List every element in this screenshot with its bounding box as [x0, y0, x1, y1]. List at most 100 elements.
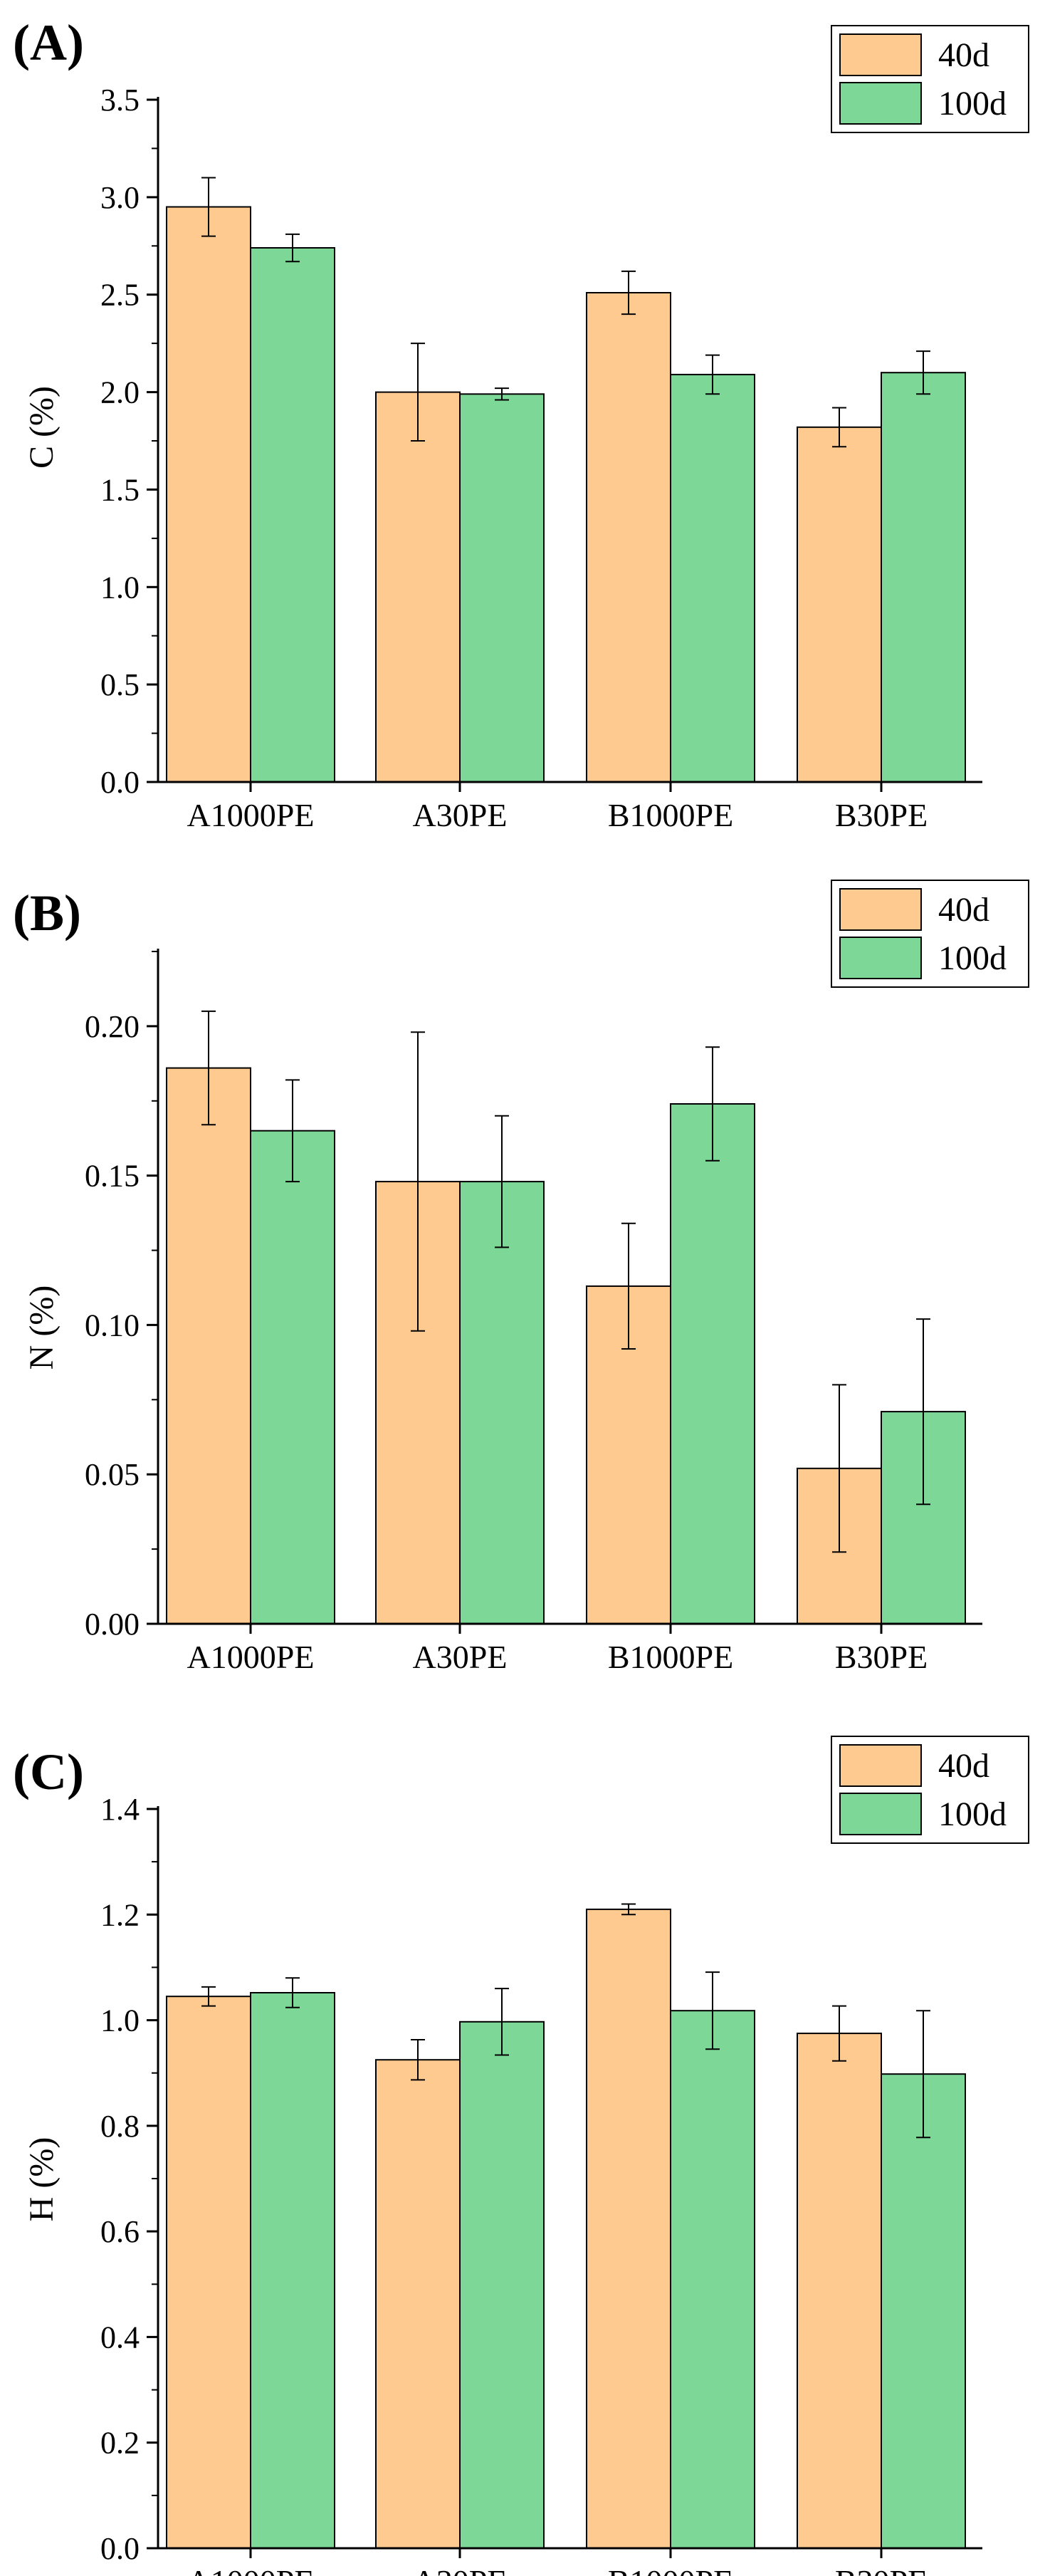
panel-c-y-tick-label: 1.4	[100, 1792, 140, 1827]
panel-a-errorbar-100d-b30pe	[916, 350, 930, 395]
panel-c-x-tick-label-a30pe: A30PE	[413, 2563, 508, 2576]
panel-c-plot: 0.0 0.2 0.4 0.6 0.8 1.0 1.2 1.4 A1000PE A30PE B100…	[100, 1792, 982, 2576]
panel-a-label: (A)	[13, 14, 84, 71]
panel-c-x-tick-label-b30pe: B30PE	[835, 2563, 928, 2576]
panel-a-y-axis-title: C (%)	[23, 386, 61, 469]
panel-a-y-tick-label: 2.5	[100, 278, 140, 313]
panel-a-bar-40d-a1000pe	[166, 206, 251, 783]
panel-c: (C) 40d 100d H (%) 0.0 0.2 0.4 0.6 0.8 1.0 1.2…	[13, 1736, 1029, 2576]
panel-a-bar-40d-b30pe	[797, 426, 882, 783]
panel-c-legend-label-100d: 100d	[938, 1795, 1007, 1833]
panel-a-legend-swatch-100d	[839, 82, 922, 125]
panel-b-legend-swatch-100d	[839, 937, 922, 979]
panel-c-y-axis-title: H (%)	[23, 2137, 61, 2222]
panel-c-bar-40d-a1000pe	[166, 1996, 251, 2549]
panel-c-legend-swatch-100d	[839, 1793, 922, 1835]
panel-b-plot: 0.00 0.05 0.10 0.15 0.20 A1000PE A30PE B1000PE B…	[85, 949, 982, 1675]
panel-b-y-tick-label: 0.00	[85, 1607, 140, 1642]
panel-c-bar-40d-a30pe	[375, 2059, 461, 2549]
panel-b-x-tick-label-a1000pe: A1000PE	[187, 1639, 315, 1675]
panel-b-errorbar-100d-b30pe	[916, 1318, 930, 1506]
panel-c-y-tick-label: 0.2	[100, 2426, 140, 2461]
panel-a-y-tick-label: 2.0	[100, 375, 140, 410]
panel-b-bar-100d-b1000pe	[670, 1103, 755, 1625]
panel-a-x-tick-label-a30pe: A30PE	[413, 797, 508, 833]
panel-b-errorbar-40d-b30pe	[832, 1384, 846, 1553]
panel-b-errorbar-100d-a1000pe	[285, 1079, 300, 1183]
panel-b-errorbar-100d-b1000pe	[705, 1046, 720, 1162]
panel-a-y-tick-label: 1.5	[100, 472, 140, 507]
panel-b-errorbar-40d-b1000pe	[621, 1222, 636, 1350]
panel-c-y-tick-label: 0.8	[100, 2109, 140, 2144]
panel-a-bar-40d-a30pe	[375, 391, 461, 783]
panel-a-x-tick-label-a1000pe: A1000PE	[187, 797, 315, 833]
panel-a-errorbar-100d-a30pe	[495, 387, 509, 401]
panel-a-x-tick-label-b1000pe: B1000PE	[608, 797, 733, 833]
panel-c-y-tick-label: 1.0	[100, 2003, 140, 2038]
panel-c-y-tick-label: 0.6	[100, 2214, 140, 2249]
panel-b-legend-swatch-40d	[839, 888, 922, 931]
panel-b-legend-label-100d: 100d	[938, 939, 1007, 977]
panel-a-y-tick-label: 1.0	[100, 570, 140, 605]
panel-c-errorbar-40d-a1000pe	[201, 1986, 216, 2007]
panel-a: (A) 40d 100d C (%) 0.0 0.5 1.0 1.5 2.0 2.5 3.0…	[13, 14, 1029, 833]
panel-b: (B) 40d 100d N (%) 0.00 0.05 0.10 0.15 0.20 A…	[13, 880, 1029, 1675]
panel-c-bar-100d-a30pe	[459, 2020, 545, 2550]
panel-a-errorbar-100d-a1000pe	[285, 233, 300, 263]
panel-b-bar-100d-a30pe	[459, 1181, 545, 1625]
panel-b-x-tick-label-b30pe: B30PE	[835, 1639, 928, 1675]
panel-b-x-tick-label-b1000pe: B1000PE	[608, 1639, 733, 1675]
panel-a-bar-100d-b30pe	[881, 372, 966, 783]
panel-c-legend: 40d 100d	[831, 1736, 1029, 1844]
panel-b-y-axis-title: N (%)	[23, 1286, 61, 1370]
panel-a-errorbar-40d-b1000pe	[621, 270, 636, 316]
panel-a-y-tick-label: 3.5	[100, 83, 140, 118]
panel-c-bar-100d-a1000pe	[250, 1992, 335, 2549]
panel-a-bar-100d-a1000pe	[250, 247, 335, 783]
panel-a-legend-label-40d: 40d	[938, 36, 989, 74]
panel-b-y-tick-label: 0.15	[85, 1159, 140, 1194]
panel-c-bar-100d-b1000pe	[670, 2010, 755, 2549]
panel-c-y-tick-label: 0.4	[100, 2320, 140, 2355]
panel-b-y-tick-label: 0.20	[85, 1009, 140, 1044]
panel-c-errorbar-100d-a1000pe	[285, 1977, 300, 2008]
panel-b-bar-100d-a1000pe	[250, 1130, 335, 1625]
panel-a-errorbar-40d-a1000pe	[201, 177, 216, 237]
panel-b-legend: 40d 100d	[831, 880, 1029, 988]
panel-c-bar-40d-b1000pe	[586, 1908, 671, 2549]
panel-a-errorbar-40d-b30pe	[832, 407, 846, 448]
panel-c-x-tick-label-a1000pe: A1000PE	[187, 2563, 315, 2576]
panel-c-errorbar-40d-b1000pe	[621, 1903, 636, 1916]
panel-c-errorbar-100d-b1000pe	[705, 1971, 720, 2050]
panel-b-label: (B)	[13, 885, 81, 942]
panel-a-bar-100d-a30pe	[459, 393, 545, 783]
panel-c-bar-100d-b30pe	[881, 2073, 966, 2549]
panel-b-errorbar-40d-a30pe	[411, 1031, 425, 1332]
panel-b-errorbar-40d-a1000pe	[201, 1010, 216, 1126]
panel-c-x-tick-label-b1000pe: B1000PE	[608, 2563, 733, 2576]
panel-a-bar-100d-b1000pe	[670, 373, 755, 783]
panel-a-errorbar-100d-b1000pe	[705, 354, 720, 395]
panel-a-y-tick-label: 0.0	[100, 765, 140, 800]
panel-b-errorbar-100d-a30pe	[495, 1115, 509, 1248]
panel-a-y-tick-label: 0.5	[100, 667, 140, 702]
panel-b-x-tick-label-a30pe: A30PE	[413, 1639, 508, 1675]
panel-c-y-tick-label: 1.2	[100, 1897, 140, 1932]
panel-c-errorbar-100d-a30pe	[495, 1988, 509, 2056]
panel-a-errorbar-40d-a30pe	[411, 343, 425, 442]
panel-c-errorbar-40d-a30pe	[411, 2039, 425, 2081]
panel-c-errorbar-100d-b30pe	[916, 2010, 930, 2139]
panel-a-y-tick-label: 3.0	[100, 180, 140, 215]
panel-a-x-tick-label-b30pe: B30PE	[835, 797, 928, 833]
panel-c-y-tick-label: 0.0	[100, 2531, 140, 2566]
panel-c-label: (C)	[13, 1743, 84, 1800]
panel-b-bar-40d-a1000pe	[166, 1067, 251, 1625]
panel-c-errorbar-40d-b30pe	[832, 2005, 846, 2062]
panel-b-y-tick-label: 0.10	[85, 1308, 140, 1342]
panel-a-plot: 0.0 0.5 1.0 1.5 2.0 2.5 3.0 3.5 A1000PE A30PE B100…	[100, 83, 982, 833]
panel-b-y-tick-label: 0.05	[85, 1457, 140, 1492]
panel-a-legend: 40d 100d	[831, 25, 1029, 133]
panel-b-legend-label-40d: 40d	[938, 891, 989, 929]
panel-c-legend-label-40d: 40d	[938, 1747, 989, 1785]
